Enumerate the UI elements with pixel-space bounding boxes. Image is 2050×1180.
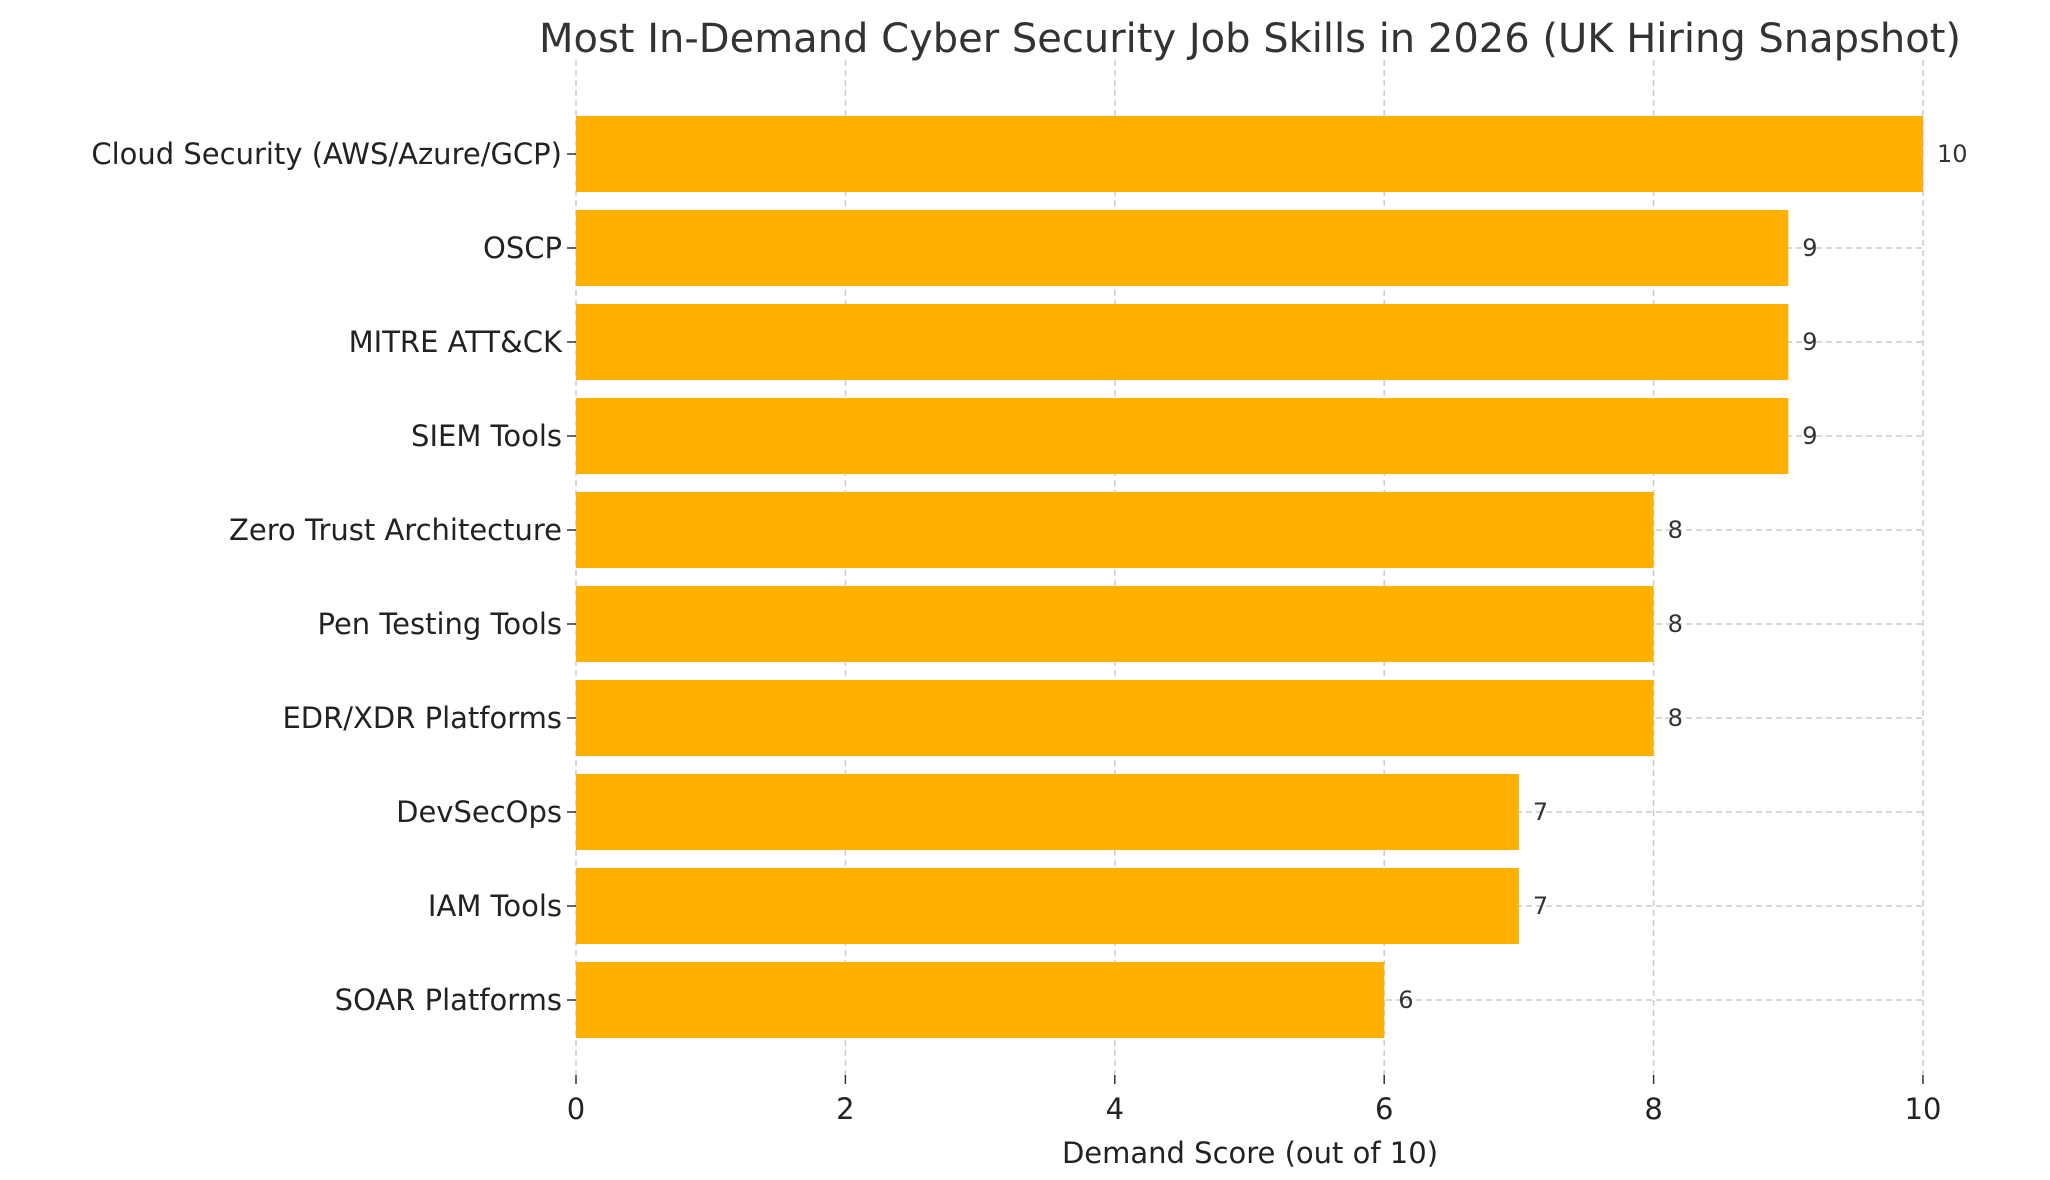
category-label: SIEM Tools <box>411 419 562 453</box>
chart-title: Most In-Demand Cyber Security Job Skills… <box>539 16 1961 62</box>
bar <box>576 398 1789 474</box>
bar <box>576 586 1654 662</box>
category-labels: Cloud Security (AWS/Azure/GCP) OSCP MITRE … <box>91 137 576 1017</box>
value-label: 6 <box>1398 986 1413 1014</box>
bar <box>576 116 1923 192</box>
value-label: 8 <box>1668 704 1683 732</box>
value-label: 7 <box>1533 892 1548 920</box>
bar <box>576 680 1654 756</box>
value-labels: 10 9 9 9 8 8 8 7 7 6 <box>1398 140 1967 1014</box>
x-axis-label: Demand Score (out of 10) <box>1062 1136 1438 1170</box>
bar <box>576 962 1385 1038</box>
category-label: SOAR Platforms <box>335 983 562 1017</box>
bar <box>576 774 1519 850</box>
value-label: 8 <box>1668 610 1683 638</box>
bar <box>576 304 1789 380</box>
x-tick-label: 0 <box>567 1092 585 1126</box>
bars <box>576 116 1923 1038</box>
bar <box>576 492 1654 568</box>
x-axis-ticks: 0 2 4 6 8 10 <box>567 1075 1942 1126</box>
category-label: DevSecOps <box>396 795 562 829</box>
category-label: MITRE ATT&CK <box>349 325 563 359</box>
value-label: 10 <box>1937 140 1968 168</box>
x-tick-label: 8 <box>1644 1092 1662 1126</box>
value-label: 9 <box>1802 328 1817 356</box>
category-label: Zero Trust Architecture <box>229 513 562 547</box>
category-label: OSCP <box>483 231 562 265</box>
category-label: IAM Tools <box>428 889 562 923</box>
value-label: 8 <box>1668 516 1683 544</box>
value-label: 7 <box>1533 798 1548 826</box>
bar <box>576 868 1519 944</box>
category-label: Cloud Security (AWS/Azure/GCP) <box>91 137 562 171</box>
x-tick-label: 2 <box>836 1092 854 1126</box>
category-label: EDR/XDR Platforms <box>282 701 562 735</box>
bar <box>576 210 1789 286</box>
x-tick-label: 6 <box>1375 1092 1393 1126</box>
x-tick-label: 4 <box>1106 1092 1124 1126</box>
x-tick-label: 10 <box>1905 1092 1942 1126</box>
value-label: 9 <box>1802 422 1817 450</box>
category-label: Pen Testing Tools <box>317 607 562 641</box>
value-label: 9 <box>1802 234 1817 262</box>
